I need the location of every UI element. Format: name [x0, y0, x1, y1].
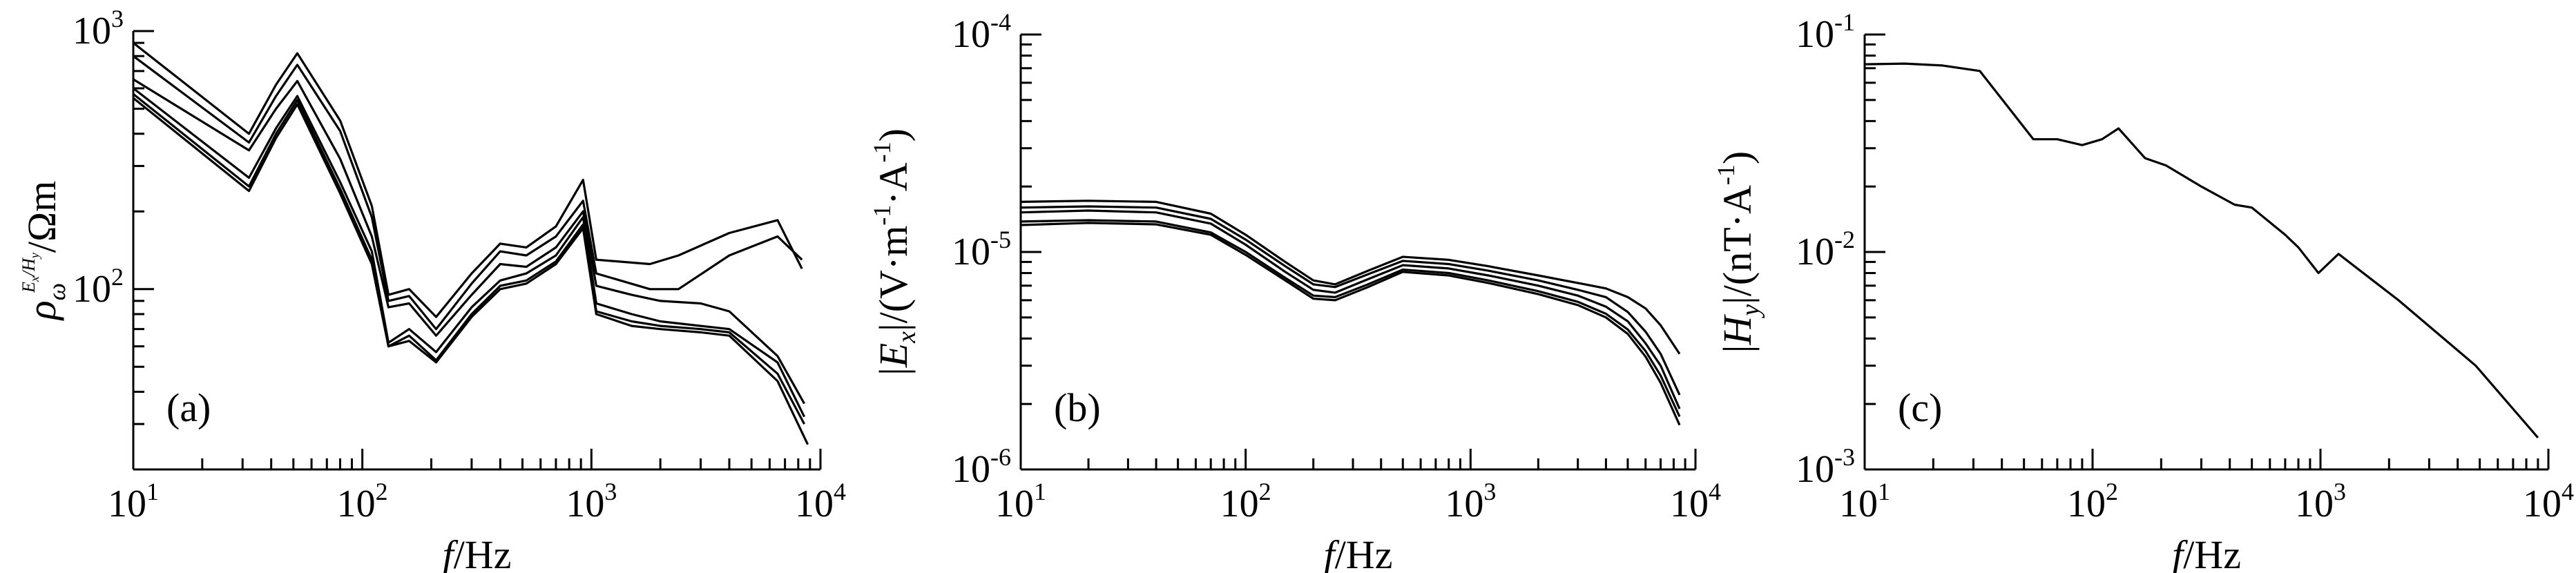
series-line: [1864, 62, 2539, 439]
x-axis-label: f/Hz: [1324, 532, 1393, 573]
x-tick-label: 101: [108, 478, 159, 525]
y-tick-label: 102: [73, 263, 124, 311]
panel-a: 101 102 103 104 102 103 f/Hz ρωEx/Hy/Ωm (a): [19, 5, 846, 573]
x-tick-label: 104: [795, 478, 846, 525]
series-line: [1020, 200, 1681, 355]
series-group: [1020, 200, 1681, 426]
x-tick-label: 102: [1220, 478, 1271, 525]
x-axis-label: f/Hz: [443, 532, 512, 573]
y-axis-label: |Hy|/(nT·A-1): [1712, 151, 1765, 353]
y-tick-label: 10-4: [952, 8, 1011, 56]
panel-label: (b): [1054, 385, 1101, 430]
x-tick-label: 101: [1839, 478, 1890, 525]
panel-label: (c): [1898, 385, 1942, 430]
series-line: [133, 55, 803, 331]
series-line: [133, 78, 805, 405]
series-line: [1020, 222, 1681, 426]
axes-frame: [1019, 33, 1697, 471]
axes-frame: [132, 30, 822, 471]
series-line: [132, 97, 809, 445]
y-tick-label: 10-6: [952, 443, 1011, 491]
series-line: [133, 41, 803, 318]
series-line: [1020, 209, 1681, 409]
panel-c: 101 102 103 104 10-3 10-2 10-1 f/Hz |Hy|/(nT·A-1…: [1712, 8, 2574, 573]
x-axis-label: f/Hz: [2172, 532, 2241, 573]
x-tick-label: 103: [2295, 478, 2346, 525]
y-tick-label: 10-2: [1796, 226, 1855, 273]
y-tick-label: 10-3: [1796, 443, 1855, 491]
series-line: [133, 93, 806, 425]
x-tick-label: 101: [995, 478, 1046, 525]
x-tick-label: 104: [1670, 478, 1721, 525]
y-axis-label: ρωEx/Hy/Ωm: [19, 181, 70, 322]
y-tick-label: 10-5: [952, 226, 1011, 273]
y-tick-label: 10-1: [1796, 8, 1855, 56]
x-tick-label: 103: [566, 478, 617, 525]
x-tick-label: 104: [2523, 478, 2574, 525]
panel-b: 101 102 103 104 10-6 10-5 10-4 f/Hz |Ex|/(V·m-1·…: [868, 8, 1721, 573]
series-group: [1864, 62, 2539, 439]
series-line: [1020, 205, 1681, 396]
x-tick-label: 103: [1445, 478, 1496, 525]
y-axis-label: |Ex|/(V·m-1·A-1): [868, 128, 921, 376]
axes-frame: [1863, 33, 2550, 471]
series-line: [1020, 219, 1681, 418]
panel-label: (a): [166, 385, 211, 430]
series-line: [133, 87, 806, 418]
x-tick-label: 102: [337, 478, 388, 525]
x-tick-label: 102: [2067, 478, 2118, 525]
series-group: [132, 41, 809, 445]
y-tick-label: 103: [73, 5, 124, 52]
